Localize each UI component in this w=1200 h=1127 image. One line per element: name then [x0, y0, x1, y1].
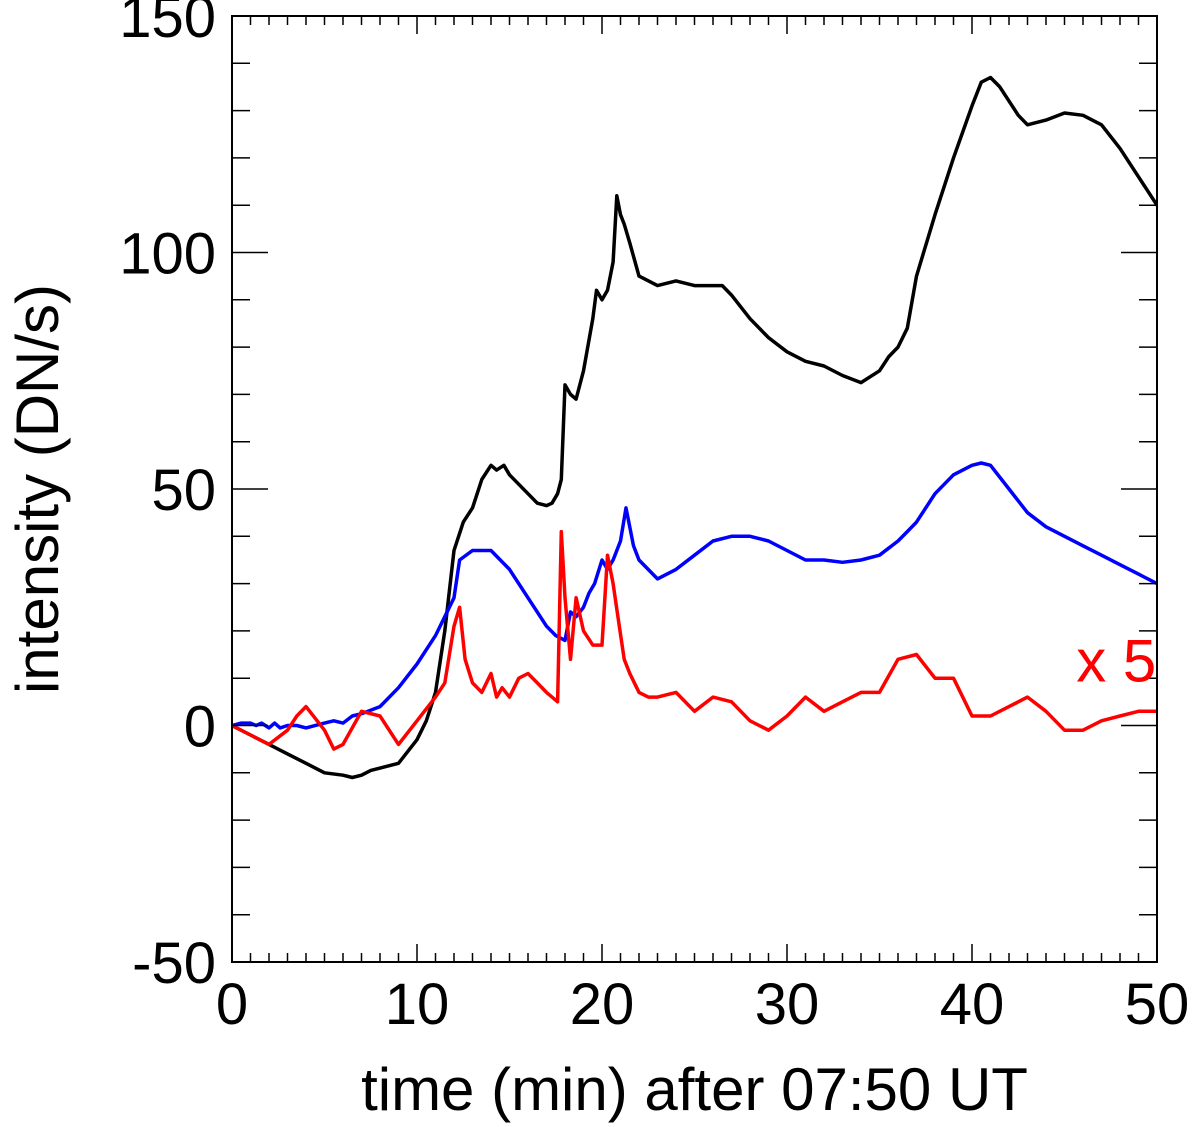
- annotation-layer: x 5: [1076, 628, 1156, 695]
- series-layer: [232, 75, 1157, 780]
- y-axis-title: intensity (DN/s): [4, 284, 71, 694]
- scale-annotation: x 5: [1076, 628, 1156, 695]
- y-tick-label: 150: [119, 0, 216, 50]
- x-tick-label: 20: [570, 972, 635, 1037]
- series-line-black: [232, 75, 1157, 780]
- y-tick-label: 100: [119, 222, 216, 287]
- y-tick-label: 0: [184, 695, 216, 760]
- x-tick-label: 40: [940, 972, 1005, 1037]
- x-axis-title: time (min) after 07:50 UT: [361, 1056, 1028, 1123]
- x-tick-label: 10: [385, 972, 450, 1037]
- tick-layer: [232, 16, 1157, 962]
- y-tick-label: -50: [132, 931, 216, 996]
- x-tick-label: 50: [1125, 972, 1190, 1037]
- x-tick-label: 30: [755, 972, 820, 1037]
- y-tick-label: 50: [151, 458, 216, 523]
- x-tick-label: 0: [216, 972, 248, 1037]
- series-line-red: [232, 529, 1157, 751]
